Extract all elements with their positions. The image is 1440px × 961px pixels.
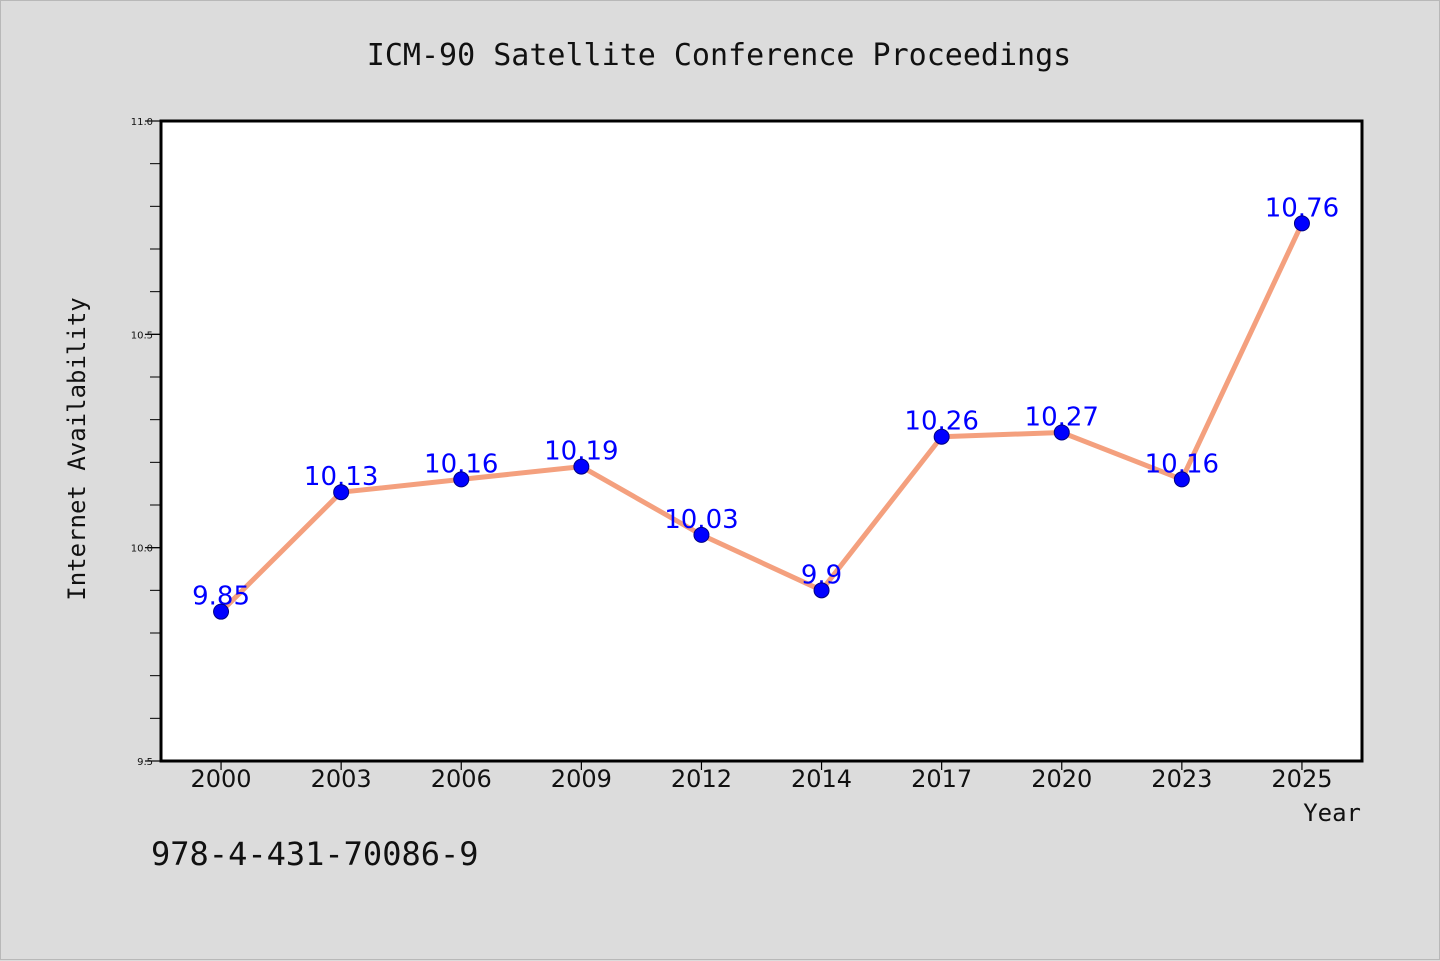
isbn-text: 978-4-431-70086-9	[151, 835, 479, 873]
data-point	[813, 582, 830, 599]
data-point	[1173, 471, 1190, 488]
x-tick-label: 2014	[791, 765, 852, 793]
data-point	[453, 471, 470, 488]
x-tick-label: 2017	[911, 765, 972, 793]
data-point	[573, 458, 590, 475]
x-tick-label: 2003	[311, 765, 372, 793]
x-tick-label: 2023	[1151, 765, 1212, 793]
data-point	[933, 428, 950, 445]
x-tick-label: 2000	[191, 765, 252, 793]
y-major-ticks: 9.5 10.0 10.5 11.0	[131, 117, 161, 768]
x-tick-label: 2025	[1271, 765, 1332, 793]
y-tick-label: 9.5	[137, 757, 153, 768]
x-tick-label: 2020	[1031, 765, 1092, 793]
series-line	[218, 220, 1305, 615]
y-axis-label: Internet Availability	[63, 297, 91, 600]
x-tick-label: 2009	[551, 765, 612, 793]
data-points	[213, 215, 1310, 620]
y-tick-label: 10.0	[131, 544, 153, 555]
x-tick-label: 2012	[671, 765, 732, 793]
y-tick-label: 11.0	[131, 117, 153, 128]
x-tick-label: 2006	[431, 765, 492, 793]
data-point	[213, 603, 230, 620]
data-point	[693, 526, 710, 543]
x-tick-labels: 2000 2003 2006 2009 2012 2014 2017 2020 2023 2025	[191, 765, 1333, 793]
y-tick-label: 10.5	[131, 330, 153, 341]
x-ticks	[220, 761, 1303, 770]
data-point	[333, 484, 350, 501]
chart-title: ICM-90 Satellite Conference Proceedings	[367, 38, 1071, 73]
plot-area	[159, 119, 1364, 763]
x-axis-label: Year	[1303, 799, 1361, 827]
data-point	[1053, 424, 1070, 441]
data-point	[1293, 215, 1310, 232]
y-minor-ticks	[150, 120, 161, 762]
